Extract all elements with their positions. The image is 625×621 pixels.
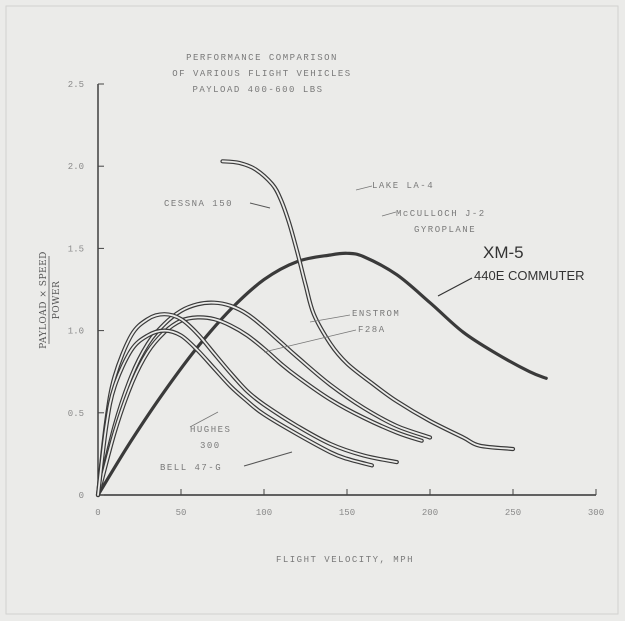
- series-4-line: [95, 312, 399, 498]
- series-1-line-inner: [221, 160, 514, 450]
- annotation-enstrom-1: ENSTROM: [352, 309, 400, 319]
- annotation-enstrom-2: F28A: [358, 325, 386, 335]
- y-axis-label-top: PAYLOAD × SPEED: [39, 251, 49, 349]
- chart-title-line-1: PERFORMANCE COMPARISON: [186, 53, 338, 63]
- figure-border: [5, 5, 619, 615]
- annotation-lake-leader: [355, 185, 373, 191]
- annotation-mcculloch-2: GYROPLANE: [414, 225, 476, 235]
- series-3: [95, 315, 424, 498]
- series-2: [95, 300, 433, 498]
- y-tick-label: 1.5: [68, 244, 84, 254]
- annotation-hughes-1: HUGHES: [190, 425, 231, 435]
- series-layer: [95, 159, 548, 498]
- annotation-lake: LAKE LA-4: [372, 181, 434, 191]
- annotation-bell: BELL 47-G: [160, 463, 222, 473]
- x-tick-label: 300: [588, 508, 604, 518]
- annotation-cessna: CESSNA 150: [164, 199, 233, 209]
- y-tick-label: 2.5: [68, 80, 84, 90]
- series-4: [95, 312, 399, 498]
- x-tick-label: 50: [176, 508, 187, 518]
- series-5: [95, 328, 374, 498]
- y-tick-label: 0.5: [68, 409, 84, 419]
- x-axis-label: FLIGHT VELOCITY, MPH: [276, 555, 414, 565]
- series-3-line-inner: [97, 316, 423, 496]
- annotation-cessna-leader: [249, 202, 271, 209]
- annotation-hughes-leader: [189, 411, 219, 428]
- series-0-line: [96, 251, 548, 497]
- series-4-line-inner: [97, 313, 398, 496]
- series-1: [220, 159, 516, 452]
- annotation-enstrom-leader-1: [309, 314, 351, 323]
- x-tick-label: 200: [422, 508, 438, 518]
- annotation-hughes-2: 300: [200, 441, 221, 451]
- y-axis-label: PAYLOAD × SPEED POWER: [39, 251, 62, 349]
- annotation-mcculloch-leader: [381, 211, 397, 217]
- annotation-commuter-leader: [437, 277, 473, 297]
- annotation-commuter: 440E COMMUTER: [474, 268, 585, 283]
- chart-title-line-3: PAYLOAD 400-600 LBS: [192, 85, 323, 95]
- x-tick-label: 0: [95, 508, 100, 518]
- y-axis-label-bottom: POWER: [52, 281, 62, 320]
- series-0: [96, 251, 548, 497]
- y-tick-label: 0: [79, 491, 84, 501]
- annotation-mcculloch-1: McCULLOCH J-2: [396, 209, 486, 219]
- chart-title-line-2: OF VARIOUS FLIGHT VEHICLES: [172, 69, 351, 79]
- annotation-bell-leader: [243, 451, 293, 467]
- ticks: 0 50 100 150 200 250 300 0 0.5 1.0 1.5 2.0 2.5: [68, 80, 604, 518]
- annotation-enstrom-leader-2: [263, 329, 357, 353]
- x-tick-label: 150: [339, 508, 355, 518]
- y-tick-label: 2.0: [68, 162, 84, 172]
- series-2-line-inner: [97, 301, 431, 496]
- annotation-xm5: XM-5: [483, 243, 524, 262]
- y-tick-label: 1.0: [68, 327, 84, 337]
- annotations: LAKE LA-4 CESSNA 150 McCULLOCH J-2 GYROP…: [160, 181, 585, 473]
- x-tick-label: 100: [256, 508, 272, 518]
- series-5-line-inner: [97, 329, 373, 496]
- axes: [97, 84, 596, 496]
- x-tick-label: 250: [505, 508, 521, 518]
